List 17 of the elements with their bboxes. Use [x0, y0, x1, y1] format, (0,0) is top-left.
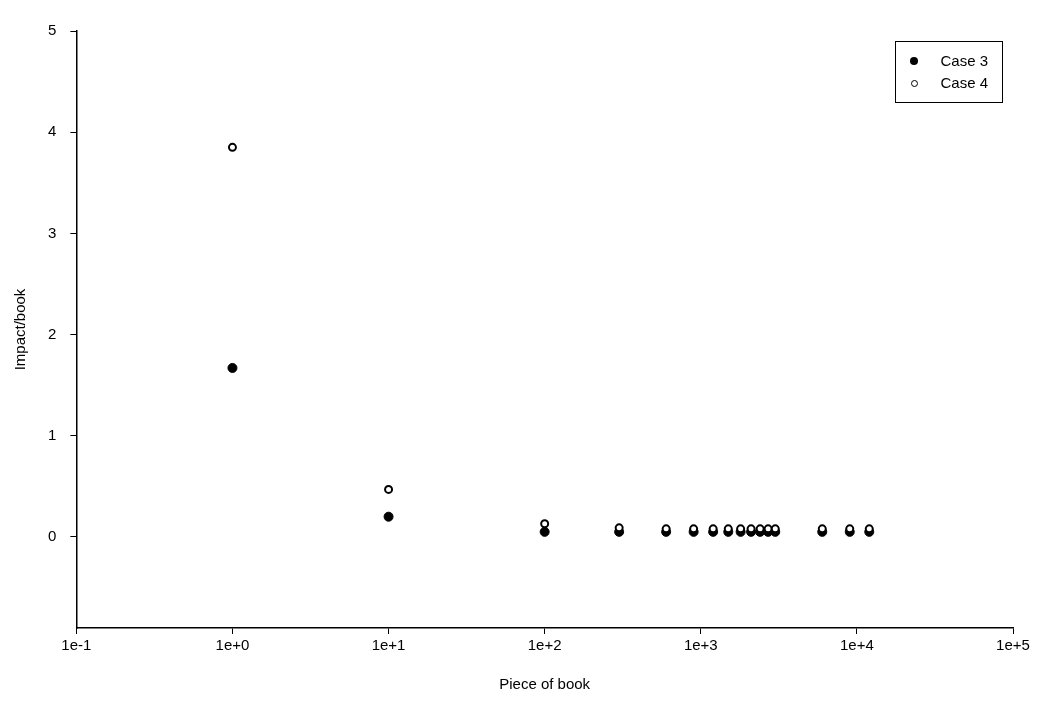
- x-tick-label: 1e+4: [839, 636, 874, 654]
- y-tick-label: 4: [48, 122, 57, 140]
- y-tick-label: 1: [48, 425, 57, 443]
- x-tick-label: 1e+0: [215, 636, 250, 654]
- legend-label: Case 3: [940, 51, 988, 71]
- y-axis-title: Impact/book: [11, 288, 29, 371]
- x-tick-label: 1e+5: [996, 636, 1030, 654]
- x-tick-label: 1e+3: [683, 636, 718, 654]
- y-tick-label: 0: [48, 527, 57, 545]
- x-tick-label: 1e-1: [61, 636, 92, 654]
- y-tick-label: 3: [48, 223, 57, 241]
- legend-label: Case 4: [940, 73, 988, 93]
- x-tick-label: 1e+1: [371, 636, 406, 654]
- y-tick-label: 5: [48, 21, 57, 39]
- x-tick-label: 1e+2: [527, 636, 562, 654]
- y-tick-label: 2: [48, 324, 57, 342]
- x-axis-title: Piece of book: [499, 675, 591, 693]
